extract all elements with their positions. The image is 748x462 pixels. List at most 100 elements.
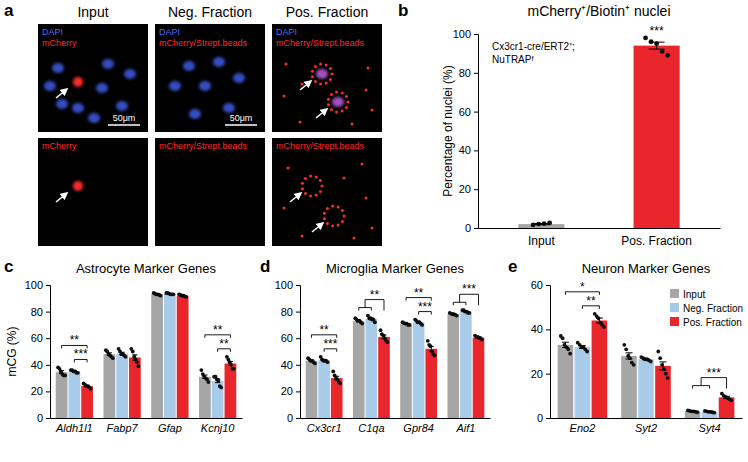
bar [129, 357, 141, 418]
significance-bracket [359, 300, 384, 311]
marks [56, 291, 237, 418]
error-bar [533, 224, 549, 225]
y-tick: 20 [31, 385, 50, 397]
y-axis-line [46, 286, 51, 419]
y-tick-mark [546, 285, 550, 286]
panel-label: e [508, 257, 517, 276]
error-bar [309, 360, 314, 362]
data-point [658, 356, 662, 360]
data-point [561, 336, 565, 340]
y-tick-label: 0 [537, 412, 543, 424]
data-point [216, 379, 220, 383]
data-point [656, 350, 660, 354]
chart-title: Microglia Marker Genes [326, 261, 464, 276]
arrow [56, 193, 67, 202]
column-title: Neg. Fraction [168, 4, 252, 20]
column-title: Pos. Fraction [286, 4, 368, 20]
y-tick-label: 60 [281, 332, 293, 344]
y-tick-mark [474, 189, 478, 190]
x-axis-line [479, 228, 721, 229]
channel-label: DAPI [42, 27, 63, 37]
error-bar [334, 376, 339, 380]
bead [326, 222, 329, 225]
scale-bar-label: 50μm [230, 113, 253, 123]
bar [655, 366, 671, 418]
nucleus [116, 101, 128, 111]
error-bar [59, 371, 64, 374]
error-bar [689, 411, 696, 412]
bar [719, 397, 735, 418]
error-bar [155, 293, 160, 295]
mcherry-cell [73, 77, 83, 87]
data-point [232, 367, 236, 371]
nucleus [169, 81, 181, 91]
bar [518, 224, 564, 228]
bar [318, 360, 330, 418]
y-tick: 0 [37, 412, 50, 424]
x-tick-label: C1qa [358, 422, 384, 434]
channel-label: mCherry [42, 38, 77, 48]
y-tick: 60 [459, 106, 478, 118]
arrow [56, 89, 67, 98]
bead [323, 217, 326, 220]
y-tick-mark [46, 338, 50, 339]
bead [301, 187, 304, 190]
bead [309, 194, 312, 197]
bead [301, 83, 304, 86]
y-tick-mark [46, 285, 50, 286]
y-tick-mark [546, 329, 550, 330]
bead [361, 163, 364, 166]
y-tick-mark [46, 391, 50, 392]
significance-bracket [62, 345, 88, 348]
y-tick-label: 60 [459, 106, 471, 118]
mcherry-cell [73, 181, 83, 191]
bead [287, 167, 290, 170]
bar [558, 345, 574, 418]
y-tick-label: 0 [287, 412, 293, 424]
data-point [643, 35, 648, 40]
arrow [312, 223, 323, 232]
data-point [664, 372, 668, 376]
bead [335, 91, 338, 94]
x-tick-label: Syt2 [635, 422, 657, 434]
legend-label: Input [683, 289, 705, 300]
error-bar [706, 411, 713, 412]
y-axis-line [474, 35, 479, 229]
bar [621, 356, 637, 418]
y-tick: 20 [281, 385, 300, 397]
y-tick-label: 40 [459, 144, 471, 156]
error-bar [120, 352, 125, 354]
y-axis: 0204060 [531, 279, 551, 424]
bead [337, 205, 340, 208]
bead [329, 78, 332, 81]
channel-label: DAPI [159, 27, 180, 37]
x-axis: Cx3cr1C1qaGpr84Aif1 [301, 419, 491, 434]
x-axis-line [51, 418, 243, 419]
micrograph-background [272, 24, 382, 132]
y-axis: 020406080100 [453, 28, 479, 234]
bead [319, 63, 322, 66]
bar [575, 347, 591, 418]
error-bar [85, 385, 90, 387]
bead [321, 185, 324, 188]
chart-title: Neuron Marker Genes [582, 261, 711, 276]
scale-bar [225, 124, 257, 126]
x-axis: Eno2Syt2Syt4 [551, 419, 743, 434]
y-axis-title: Percentage of nuclei (%) [441, 65, 455, 196]
y-tick-label: 0 [37, 412, 43, 424]
data-point [632, 363, 636, 367]
cells [44, 59, 136, 123]
significance-bracket [324, 349, 337, 352]
significance-label: *** [323, 337, 337, 351]
bead [330, 93, 333, 96]
y-tick-label: 40 [531, 323, 543, 335]
error-bar [476, 337, 481, 338]
channel-label: mCherry/Strept.beads [159, 38, 248, 48]
data-point [467, 311, 471, 315]
data-point [360, 322, 364, 326]
bar [634, 46, 680, 228]
bead [331, 224, 334, 227]
x-tick: Syt4 [699, 422, 721, 434]
bead [347, 101, 350, 104]
y-tick: 60 [31, 332, 50, 344]
